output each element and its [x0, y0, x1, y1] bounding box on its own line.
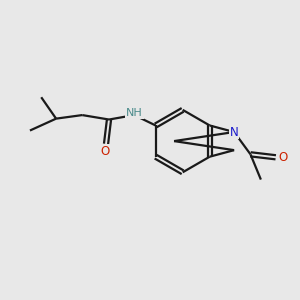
Text: NH: NH: [126, 108, 142, 118]
Text: N: N: [230, 125, 239, 139]
Text: O: O: [100, 146, 109, 158]
Text: O: O: [278, 151, 288, 164]
